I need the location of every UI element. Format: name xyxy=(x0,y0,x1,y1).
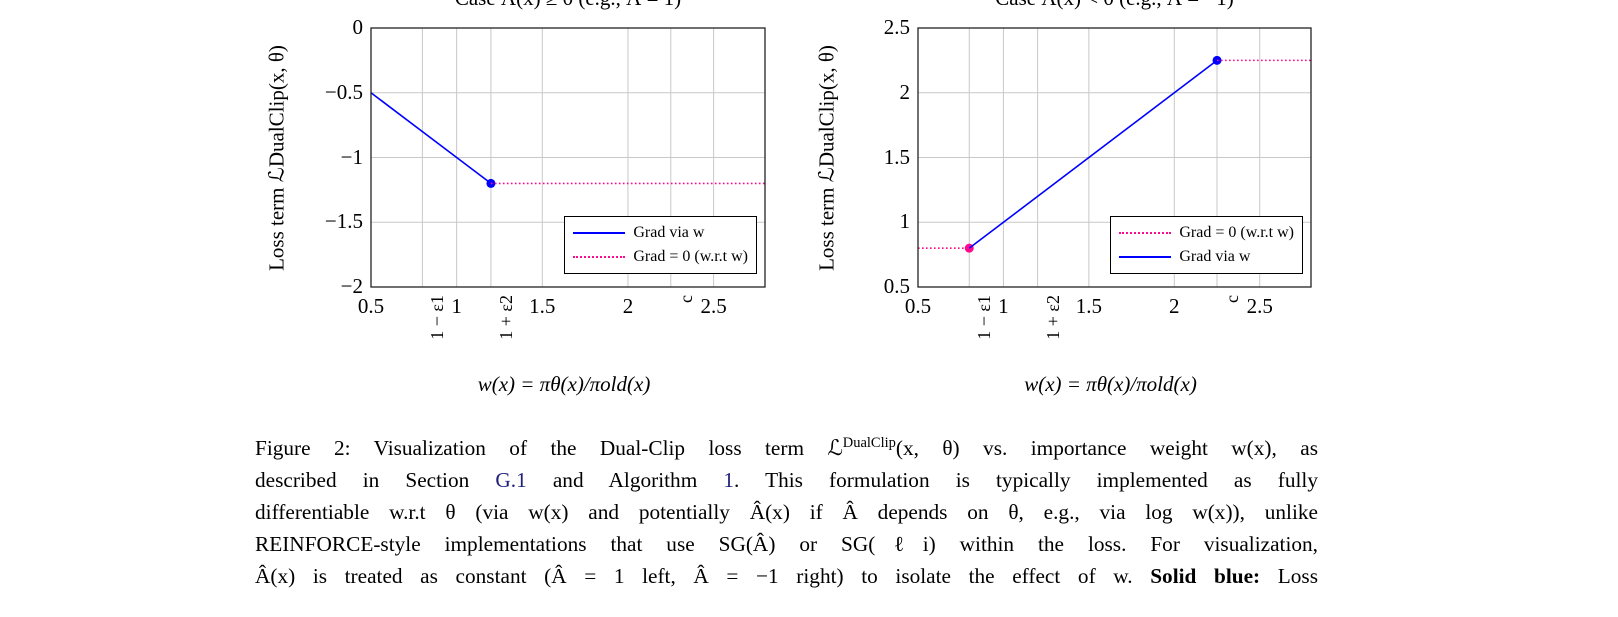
x-axis-label: w(x) = πθ(x)/πold(x) xyxy=(1024,372,1197,396)
x-tick-label: 1 xyxy=(998,294,1009,318)
caption-text: (x, θ) vs. importance weight w(x), as xyxy=(895,436,1318,460)
x-tick-label: 1.5 xyxy=(529,294,556,318)
plot-svg xyxy=(370,27,766,288)
y-tick-label: −0.5 xyxy=(324,79,363,104)
y-tick-label: 1.5 xyxy=(883,144,910,169)
caption-bold: Solid blue: xyxy=(1150,564,1261,588)
plot-frame xyxy=(370,27,766,288)
x-special-tick-label: 1 + ε2 xyxy=(1042,295,1063,340)
y-tick-label: −1.5 xyxy=(324,209,363,234)
caption-sup: DualClip xyxy=(842,434,896,451)
legend-entry: Grad = 0 (w.r.t w) xyxy=(573,245,748,269)
caption-text: Figure 2: Visualization of the Dual-Clip… xyxy=(255,436,843,460)
chart-title: Case Â(x) < 0 (e.g., Â = −1) xyxy=(995,0,1233,9)
y-tick-label: 2.5 xyxy=(883,15,910,39)
caption-line-5: Â(x) is treated as constant (Â = 1 left,… xyxy=(255,560,1318,592)
x-special-tick-label: c xyxy=(1222,295,1243,303)
chart-left-positive-advantage: 0.511.522.51 − ε11 + ε2c−2−1.5−1−0.50Cas… xyxy=(265,0,766,396)
legend-swatch-solid xyxy=(1119,256,1172,258)
caption-line-4: REINFORCE-style implementations that use… xyxy=(255,532,1318,556)
chart-legend: Grad via w Grad = 0 (w.r.t w) xyxy=(564,216,757,274)
legend-entry: Grad = 0 (w.r.t w) xyxy=(1119,221,1294,245)
caption-text: Loss xyxy=(1260,564,1318,588)
plot-svg xyxy=(917,27,1312,288)
chart-legend: Grad = 0 (w.r.t w) Grad via w xyxy=(1110,216,1303,274)
x-tick-label: 1.5 xyxy=(1075,294,1102,318)
legend-entry: Grad via w xyxy=(573,221,748,245)
x-tick-label: 2 xyxy=(1169,294,1180,318)
series-line-grad-via-w xyxy=(968,59,1218,249)
y-tick-label: 0 xyxy=(352,15,364,39)
x-tick-label: 0.5 xyxy=(904,294,932,318)
legend-entry: Grad via w xyxy=(1119,245,1294,269)
y-axis-label: Loss term ℒDualClip(x, θ) xyxy=(814,44,839,271)
legend-label: Grad = 0 (w.r.t w) xyxy=(1179,224,1294,241)
legend-label: Grad via w xyxy=(633,224,705,241)
legend-label: Grad via w xyxy=(1179,248,1251,265)
x-tick-label: 1 xyxy=(451,294,462,318)
x-tick-label: 2 xyxy=(622,294,634,318)
caption-text: described in Section xyxy=(255,468,496,492)
section-link[interactable]: G.1 xyxy=(495,468,527,492)
legend-swatch-dotted xyxy=(573,256,626,258)
y-tick-label: −2 xyxy=(340,274,363,298)
y-tick-label: 1 xyxy=(899,209,911,234)
caption-text: Â(x) is treated as constant (Â = 1 left,… xyxy=(255,564,1151,588)
chart-title: Case Â(x) ≥ 0 (e.g., Â = 1) xyxy=(455,0,681,9)
x-special-tick-label: 1 − ε1 xyxy=(974,295,995,340)
y-tick-label: −1 xyxy=(340,144,363,169)
caption-text: . This formulation is typically implemen… xyxy=(734,468,1318,492)
x-axis-label: w(x) = πθ(x)/πold(x) xyxy=(477,372,651,396)
x-tick-label: 0.5 xyxy=(357,294,385,318)
figure-caption: Figure 2: Visualization of the Dual-Clip… xyxy=(255,432,1318,592)
legend-label: Grad = 0 (w.r.t w) xyxy=(633,248,748,265)
caption-line-3: differentiable w.r.t θ (via w(x) and pot… xyxy=(255,500,1318,524)
caption-line-2: described in Section G.1 and Algorithm 1… xyxy=(255,464,1318,496)
x-tick-label: 2.5 xyxy=(700,294,727,318)
plot-frame xyxy=(917,27,1312,288)
caption-text: and Algorithm xyxy=(526,468,724,492)
x-tick-label: 2.5 xyxy=(1246,294,1273,318)
y-tick-label: 0.5 xyxy=(883,274,910,298)
legend-swatch-dotted xyxy=(1119,232,1172,234)
y-tick-label: 2 xyxy=(899,79,911,104)
caption-line-1: Figure 2: Visualization of the Dual-Clip… xyxy=(255,432,1318,464)
chart-right-negative-advantage: 0.5 1 1.5 2 2.5 1 − ε1 1 + ε2 c 0.5 1 1.5 2 2.5 Case … xyxy=(814,0,1312,396)
algorithm-link[interactable]: 1 xyxy=(723,468,735,492)
series-line-grad-via-w xyxy=(370,92,492,185)
legend-swatch-solid xyxy=(573,232,626,234)
